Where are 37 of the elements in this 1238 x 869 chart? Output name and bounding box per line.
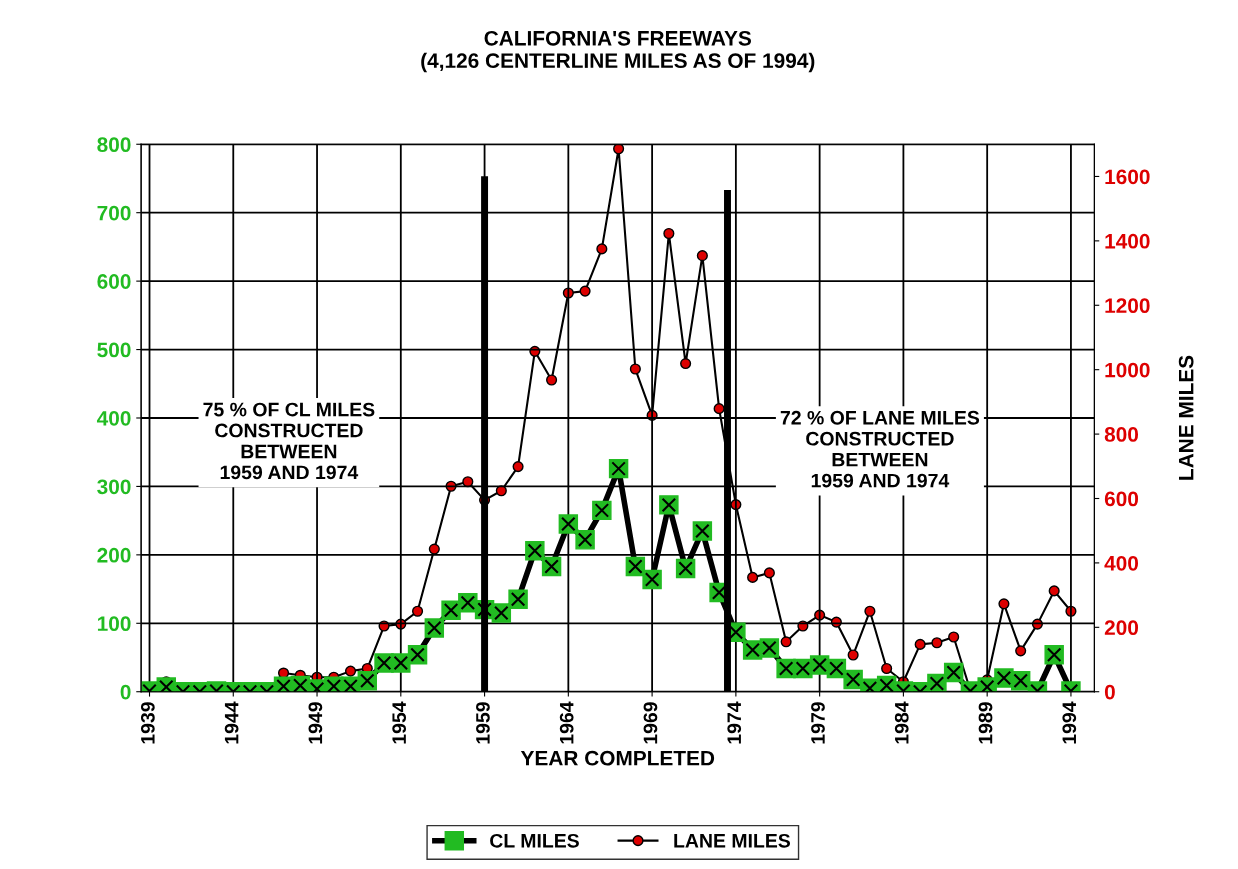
y-tick-label: 0 (120, 684, 131, 700)
x-tick-label: 1979 (811, 702, 825, 744)
chart-title: CALIFORNIA'S FREEWAYS (4,126 CENTERLINE MILES AS OF 1994) (421, 30, 815, 73)
y2-tick-label: 1000 (1105, 362, 1150, 378)
x-tick-label: 1959 (476, 702, 490, 744)
x-tick-label: 1964 (559, 701, 574, 744)
y2-tick-label: 800 (1104, 427, 1139, 442)
y-tick-label: 300 (97, 479, 131, 495)
x-tick-label: 1974 (727, 701, 742, 744)
x-tick-label: 1939 (140, 702, 155, 744)
y-tick-label: 100 (97, 616, 131, 632)
y-tick-label: 600 (97, 274, 131, 289)
x-tick-label: 1944 (224, 701, 239, 744)
y-tick-label: 500 (97, 342, 131, 358)
y2-tick-label: 1200 (1105, 298, 1150, 314)
legend-label: CL MILES (490, 833, 579, 848)
x-tick-label: 1994 (1062, 701, 1077, 744)
annotation: 75 % OF CL MILES CONSTRUCTED BETWEEN 1959 AND 1974 (203, 402, 375, 480)
legend-label: LANE MILES (674, 833, 791, 848)
x-tick-label: 1984 (894, 701, 909, 744)
annotation: 72 % OF LANE MILES CONSTRUCTED BETWEEN 1959 AND 1974 (780, 410, 980, 488)
y2-tick-label: 400 (1104, 555, 1139, 571)
y2-tick-label: 1400 (1105, 233, 1150, 249)
y2-tick-label: 600 (1104, 491, 1139, 507)
y2-axis-title: LANE MILES (1178, 355, 1194, 480)
y2-tick-label: 0 (1104, 684, 1115, 700)
y-tick-label: 800 (97, 137, 131, 153)
y-tick-label: 700 (97, 205, 131, 221)
y-tick-label: 200 (97, 547, 131, 563)
x-tick-label: 1949 (308, 702, 323, 744)
y-tick-label: 400 (96, 410, 131, 426)
x-tick-label: 1954 (392, 701, 407, 744)
y2-tick-label: 1600 (1105, 169, 1150, 185)
x-tick-label: 1989 (978, 702, 993, 744)
x-axis-title: YEAR COMPLETED (520, 750, 715, 766)
y2-tick-label: 200 (1104, 620, 1139, 636)
x-tick-label: 1969 (643, 702, 658, 744)
